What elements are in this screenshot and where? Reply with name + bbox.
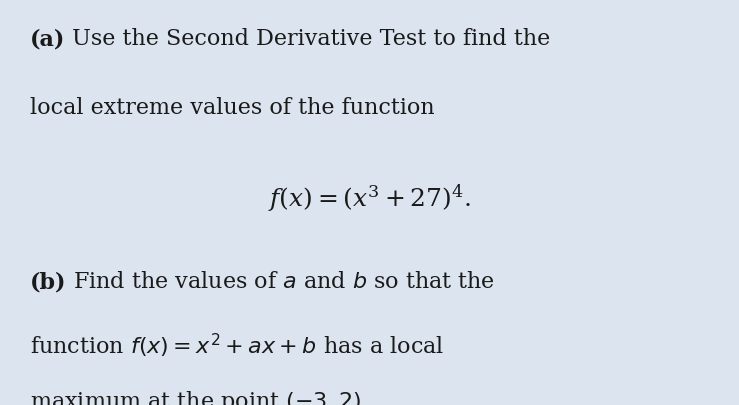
Text: (b): (b) xyxy=(30,271,66,293)
Text: (a): (a) xyxy=(30,28,65,50)
Text: function $f(x) = x^2 + ax + b$ has a local: function $f(x) = x^2 + ax + b$ has a loc… xyxy=(30,332,444,360)
Text: Use the Second Derivative Test to find the: Use the Second Derivative Test to find t… xyxy=(65,28,550,50)
Text: Find the values of $a$ and $b$ so that the: Find the values of $a$ and $b$ so that t… xyxy=(66,271,495,293)
Text: maximum at the point $(-3,2)$.: maximum at the point $(-3,2)$. xyxy=(30,389,368,405)
Text: local extreme values of the function: local extreme values of the function xyxy=(30,97,435,119)
Text: $f(x) = (x^3 + 27)^4.$: $f(x) = (x^3 + 27)^4.$ xyxy=(268,182,471,214)
